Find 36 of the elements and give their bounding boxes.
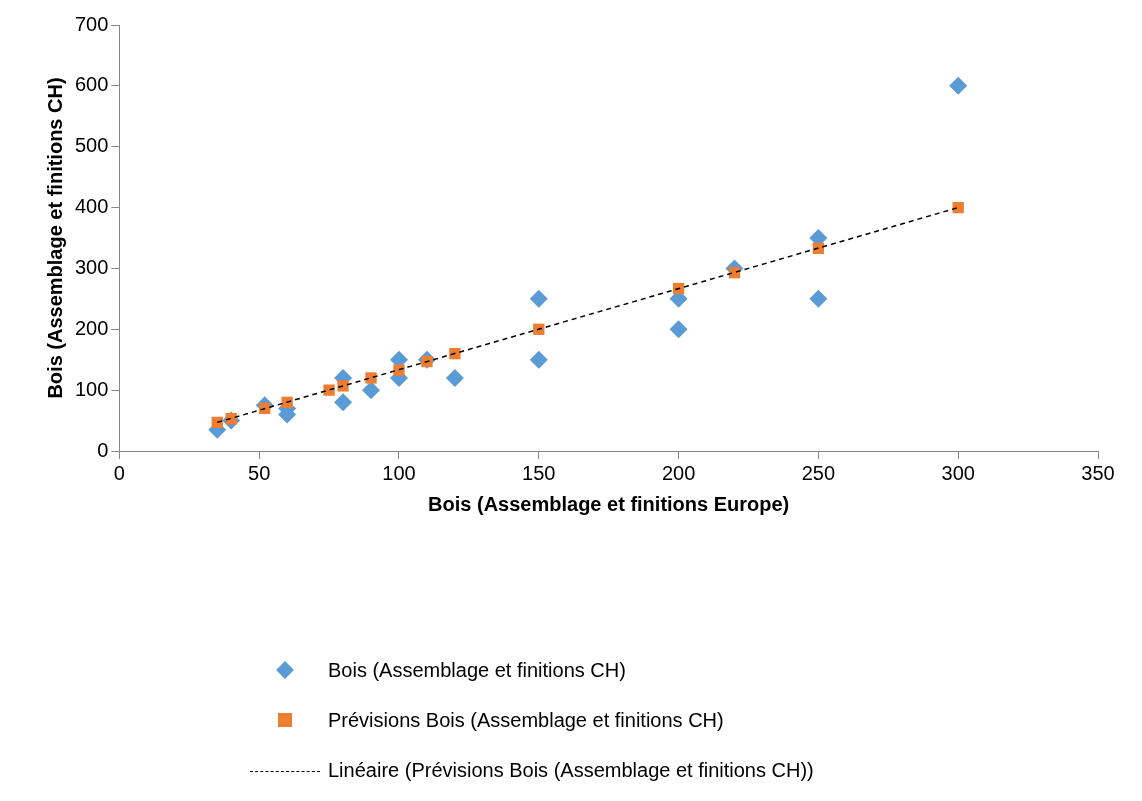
point	[949, 76, 968, 95]
y-tick-label: 600	[74, 73, 109, 96]
y-tick-label: 0	[97, 438, 109, 461]
x-tick-label: 300	[941, 461, 975, 484]
point	[449, 347, 461, 360]
point	[337, 380, 349, 392]
x-tick-label: 250	[801, 461, 836, 484]
point	[669, 320, 688, 339]
legend-label: Bois (Assemblage et finitions CH)	[328, 658, 626, 682]
y-tick-label: 700	[74, 12, 109, 35]
point	[365, 372, 377, 384]
y-tick-label: 400	[74, 195, 109, 218]
y-axis-title: Bois (Assemblage et finitions CH)	[43, 77, 66, 399]
x-tick-label: 100	[382, 461, 416, 484]
legend-label: Prévisions Bois (Assemblage et finitions CH)	[328, 708, 724, 732]
point	[362, 381, 381, 400]
y-tick-label: 500	[74, 134, 109, 157]
point	[323, 384, 335, 396]
point	[952, 201, 964, 214]
point	[445, 368, 464, 387]
point	[334, 393, 353, 412]
point	[529, 350, 548, 369]
point	[393, 364, 405, 376]
x-tick-label: 50	[248, 461, 271, 484]
x-tick-label: 200	[661, 461, 696, 484]
y-tick-label: 300	[74, 255, 109, 278]
y-tick-label: 100	[74, 377, 109, 400]
x-axis-title: Bois (Assemblage et finitions Europe)	[428, 492, 790, 515]
x-tick-label: 350	[1081, 461, 1115, 484]
point	[529, 289, 548, 308]
point	[809, 289, 828, 308]
x-tick-label: 0	[113, 461, 125, 484]
legend-label: Linéaire (Prévisions Bois (Assemblage et finitions CH))	[328, 758, 814, 782]
point	[281, 396, 293, 408]
y-tick-label: 200	[74, 316, 109, 339]
x-tick-label: 150	[522, 461, 556, 484]
